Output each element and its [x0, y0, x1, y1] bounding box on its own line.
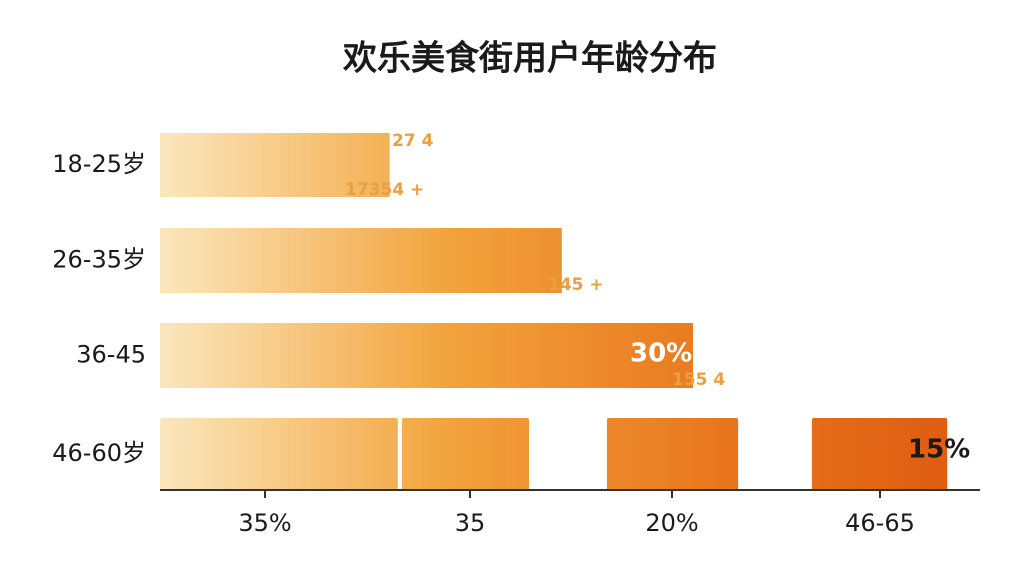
- y-tick-label: 18-25岁: [52, 150, 146, 178]
- block: [606, 418, 739, 490]
- data-label: 27 4: [392, 131, 434, 151]
- data-label: 15%: [908, 435, 970, 465]
- y-tick-label: 26-35岁: [52, 246, 146, 274]
- data-label: 155 4: [672, 370, 725, 390]
- data-label: 17354 +: [345, 180, 424, 200]
- x-tick-label: 20%: [645, 509, 698, 537]
- bar: [160, 323, 693, 388]
- chart-title: 欢乐美食街用户年龄分布: [342, 39, 717, 79]
- block: [811, 418, 948, 490]
- y-tick-label: 46-60岁: [52, 439, 146, 467]
- bar: [160, 133, 390, 197]
- x-tick-label: 46-65: [845, 509, 915, 537]
- y-tick-label: 36-45: [76, 341, 146, 369]
- data-label: 30%: [630, 339, 692, 369]
- bar: [160, 228, 562, 293]
- x-tick-label: 35%: [238, 509, 291, 537]
- data-label: 145 +: [548, 275, 604, 295]
- x-tick-label: 35: [455, 509, 486, 537]
- block: [401, 418, 529, 490]
- block: [160, 418, 398, 490]
